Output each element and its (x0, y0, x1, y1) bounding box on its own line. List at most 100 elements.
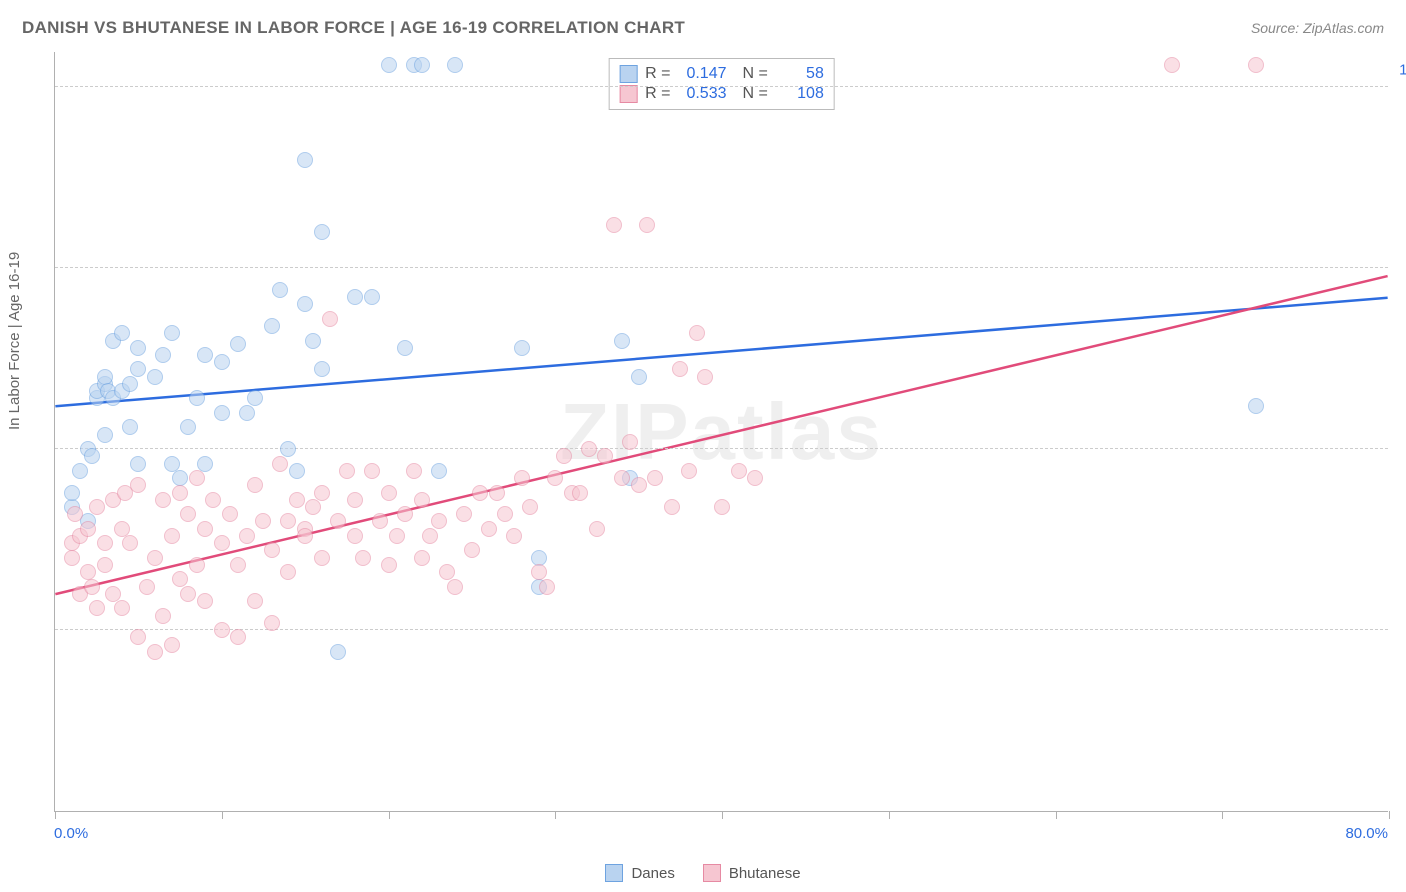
data-point (67, 506, 83, 522)
data-point (305, 499, 321, 515)
data-point (214, 622, 230, 638)
data-point (614, 333, 630, 349)
data-point (631, 369, 647, 385)
data-point (130, 340, 146, 356)
data-point (297, 296, 313, 312)
data-point (714, 499, 730, 515)
data-point (431, 463, 447, 479)
n-value: 108 (776, 85, 824, 103)
data-point (147, 644, 163, 660)
data-point (347, 492, 363, 508)
data-point (339, 463, 355, 479)
data-point (522, 499, 538, 515)
data-point (481, 521, 497, 537)
data-point (239, 405, 255, 421)
data-point (130, 456, 146, 472)
data-point (556, 448, 572, 464)
data-point (622, 434, 638, 450)
data-point (130, 361, 146, 377)
data-point (280, 441, 296, 457)
data-point (314, 550, 330, 566)
data-point (447, 57, 463, 73)
x-tick (389, 811, 390, 819)
data-point (664, 499, 680, 515)
data-point (214, 354, 230, 370)
legend-swatch (619, 65, 637, 83)
stat-legend-row: R =0.533N =108 (619, 85, 824, 103)
data-point (1164, 57, 1180, 73)
data-point (230, 336, 246, 352)
data-point (297, 528, 313, 544)
data-point (114, 325, 130, 341)
data-point (314, 224, 330, 240)
x-tick (1222, 811, 1223, 819)
trend-lines-layer (55, 52, 1388, 811)
data-point (114, 521, 130, 537)
data-point (255, 513, 271, 529)
data-point (381, 57, 397, 73)
x-axis-max-label: 80.0% (1345, 825, 1388, 842)
data-point (189, 390, 205, 406)
data-point (147, 369, 163, 385)
data-point (197, 593, 213, 609)
data-point (547, 470, 563, 486)
legend-swatch (605, 864, 623, 882)
data-point (197, 347, 213, 363)
y-tick-label: 75.0% (1394, 243, 1406, 260)
data-point (672, 361, 688, 377)
data-point (89, 499, 105, 515)
data-point (414, 492, 430, 508)
data-point (731, 463, 747, 479)
y-tick-label: 100.0% (1394, 62, 1406, 79)
data-point (572, 485, 588, 501)
data-point (597, 448, 613, 464)
data-point (172, 571, 188, 587)
data-point (114, 600, 130, 616)
correlation-stats-legend: R =0.147N =58 R =0.533N =108 (608, 58, 835, 110)
data-point (164, 637, 180, 653)
n-label: N = (743, 65, 768, 83)
y-axis-label: In Labor Force | Age 16-19 (6, 252, 23, 430)
data-point (639, 217, 655, 233)
data-point (631, 477, 647, 493)
data-point (347, 289, 363, 305)
data-point (539, 579, 555, 595)
chart-header: DANISH VS BHUTANESE IN LABOR FORCE | AGE… (22, 18, 1384, 46)
data-point (147, 550, 163, 566)
data-point (180, 586, 196, 602)
grid-line (55, 86, 1388, 87)
data-point (589, 521, 605, 537)
data-point (464, 542, 480, 558)
legend-label: Danes (631, 865, 674, 882)
data-point (439, 564, 455, 580)
y-tick-label: 50.0% (1394, 424, 1406, 441)
data-point (689, 325, 705, 341)
grid-line (55, 448, 1388, 449)
legend-swatch (619, 85, 637, 103)
data-point (472, 485, 488, 501)
data-point (197, 521, 213, 537)
data-point (422, 528, 438, 544)
data-point (122, 535, 138, 551)
data-point (606, 217, 622, 233)
data-point (506, 528, 522, 544)
data-point (456, 506, 472, 522)
data-point (514, 340, 530, 356)
x-tick (1056, 811, 1057, 819)
x-tick (222, 811, 223, 819)
data-point (381, 485, 397, 501)
data-point (289, 492, 305, 508)
data-point (272, 456, 288, 472)
r-label: R = (645, 85, 670, 103)
stat-legend-row: R =0.147N =58 (619, 65, 824, 83)
data-point (330, 644, 346, 660)
legend-label: Bhutanese (729, 865, 801, 882)
data-point (230, 557, 246, 573)
data-point (381, 557, 397, 573)
data-point (230, 629, 246, 645)
data-point (414, 550, 430, 566)
data-point (264, 615, 280, 631)
data-point (247, 593, 263, 609)
data-point (214, 405, 230, 421)
data-point (84, 448, 100, 464)
